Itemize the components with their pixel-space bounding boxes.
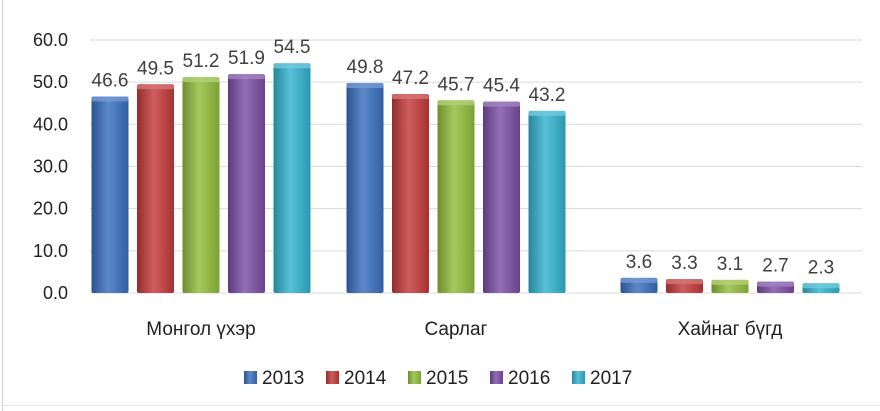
data-label: 3.6 xyxy=(626,252,652,273)
y-tick-label: 20.0 xyxy=(33,199,68,219)
x-axis: Монгол үхэр Сарлаг Хайнаг бүгд xyxy=(146,319,782,340)
data-label: 51.9 xyxy=(228,48,265,69)
bar-2017-0 xyxy=(273,63,311,293)
bar-highlight xyxy=(392,93,429,99)
bar-highlight xyxy=(711,279,749,285)
bar-highlight xyxy=(483,101,520,107)
legend-label-2016: 2016 xyxy=(508,368,550,389)
bars xyxy=(91,63,840,294)
data-label: 54.5 xyxy=(274,37,311,58)
bar-highlight xyxy=(802,283,840,289)
bar-2016-0 xyxy=(228,74,265,293)
bar-highlight xyxy=(620,277,658,283)
data-label: 2.7 xyxy=(762,256,788,277)
y-tick-label: 0.0 xyxy=(43,283,68,303)
data-label: 49.5 xyxy=(137,58,174,79)
legend-swatch-2013 xyxy=(244,371,257,384)
y-tick-label: 30.0 xyxy=(33,157,68,177)
bar-2016-1 xyxy=(483,101,520,294)
data-label: 45.7 xyxy=(438,74,475,95)
data-label: 46.6 xyxy=(92,71,129,92)
data-label: 45.4 xyxy=(483,76,520,97)
bar-2013-1 xyxy=(346,83,384,293)
bar-2014-1 xyxy=(392,93,429,294)
legend: 2013 2014 2015 2016 2017 xyxy=(244,368,632,389)
data-label: 51.2 xyxy=(183,51,220,72)
y-axis: 0.0 10.0 20.0 30.0 40.0 50.0 60.0 xyxy=(33,30,68,303)
y-tick-label: 10.0 xyxy=(33,241,68,261)
bar-highlight xyxy=(666,279,703,285)
bar-2015-0 xyxy=(182,77,220,294)
legend-label-2014: 2014 xyxy=(344,368,387,389)
legend-label-2015: 2015 xyxy=(426,368,468,389)
legend-swatch-2017 xyxy=(572,371,585,384)
bar-highlight xyxy=(273,63,311,69)
category-label: Монгол үхэр xyxy=(146,319,255,340)
bar-highlight xyxy=(757,281,794,287)
bar-highlight xyxy=(346,83,384,89)
y-tick-label: 50.0 xyxy=(33,72,68,92)
bar-highlight xyxy=(437,100,475,106)
y-tick-label: 60.0 xyxy=(33,30,68,50)
legend-label-2013: 2013 xyxy=(262,368,304,389)
y-tick-label: 40.0 xyxy=(33,114,68,134)
legend-swatch-2016 xyxy=(490,371,503,384)
bar-highlight xyxy=(228,74,265,80)
bar-highlight xyxy=(528,110,566,116)
bar-highlight xyxy=(91,96,129,102)
data-labels: 46.6 49.5 51.2 51.9 54.5 49.8 47.2 45.7 45.4 43.2… xyxy=(92,37,835,278)
bar-2017-1 xyxy=(528,110,566,293)
bar-2015-1 xyxy=(437,100,475,293)
gridlines xyxy=(90,39,862,294)
chart-frame-left xyxy=(2,0,3,411)
bar-highlight xyxy=(137,84,174,90)
data-label: 47.2 xyxy=(392,68,429,89)
data-label: 43.2 xyxy=(529,85,566,106)
data-label: 3.3 xyxy=(671,253,697,274)
category-label: Сарлаг xyxy=(424,319,487,340)
chart-frame-bottom xyxy=(0,405,880,406)
bar-2014-0 xyxy=(137,84,174,294)
legend-label-2017: 2017 xyxy=(590,368,632,389)
category-label: Хайнаг бүгд xyxy=(678,319,783,340)
bar-highlight xyxy=(182,77,220,83)
bar-2013-0 xyxy=(91,96,129,294)
data-label: 2.3 xyxy=(808,257,834,278)
legend-swatch-2014 xyxy=(326,371,339,384)
data-label: 3.1 xyxy=(717,254,743,275)
legend-swatch-2015 xyxy=(408,371,421,384)
data-label: 49.8 xyxy=(347,57,384,78)
